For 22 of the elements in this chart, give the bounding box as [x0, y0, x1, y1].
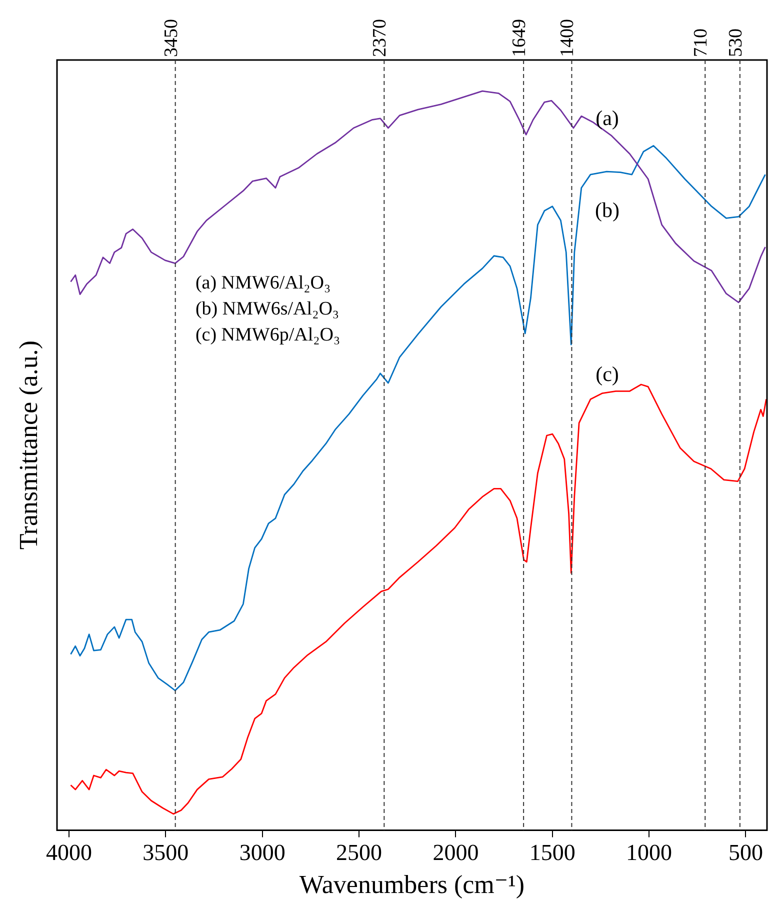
x-tick-label: 500: [728, 840, 763, 866]
ref-line-label: 710: [690, 28, 712, 57]
annotation: (a) NMW6/Al₂O₃: [195, 272, 331, 294]
x-tick-label: 1500: [529, 840, 576, 866]
x-tick-label: 2000: [432, 840, 479, 866]
ref-line-label: 1649: [509, 19, 530, 57]
annotation: (b) NMW6s/Al₂O₃: [195, 298, 340, 320]
series-label: (b): [595, 198, 620, 222]
x-tick-label: 3000: [239, 840, 286, 866]
y-axis-title: Transmittance (a.u.): [14, 340, 43, 550]
x-tick-label: 2500: [336, 840, 382, 866]
ref-line-label: 530: [725, 28, 746, 57]
ref-line-label: 2370: [370, 19, 391, 57]
x-tick-label: 1000: [626, 840, 672, 866]
ref-line-label: 1400: [557, 19, 578, 57]
x-axis-title: Wavenumbers (cm⁻¹): [299, 870, 525, 900]
annotation: (c) NMW6p/Al₂O₃: [195, 324, 340, 346]
series-label: (a): [596, 106, 619, 130]
x-tick-label: 4000: [46, 840, 92, 866]
series-label: (c): [596, 362, 619, 386]
x-tick-label: 3500: [142, 840, 189, 866]
ref-line-label: 3450: [160, 19, 182, 57]
